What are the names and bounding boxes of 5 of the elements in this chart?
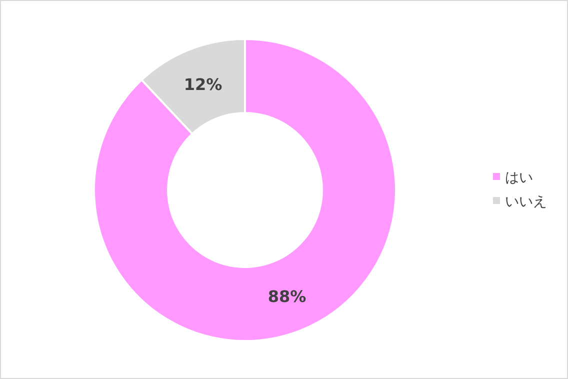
legend-label: はい xyxy=(505,170,533,186)
data-label: 88% xyxy=(268,286,306,306)
legend-label: いいえ xyxy=(505,194,547,210)
data-label: 12% xyxy=(184,75,222,94)
donut-slice xyxy=(93,38,397,342)
